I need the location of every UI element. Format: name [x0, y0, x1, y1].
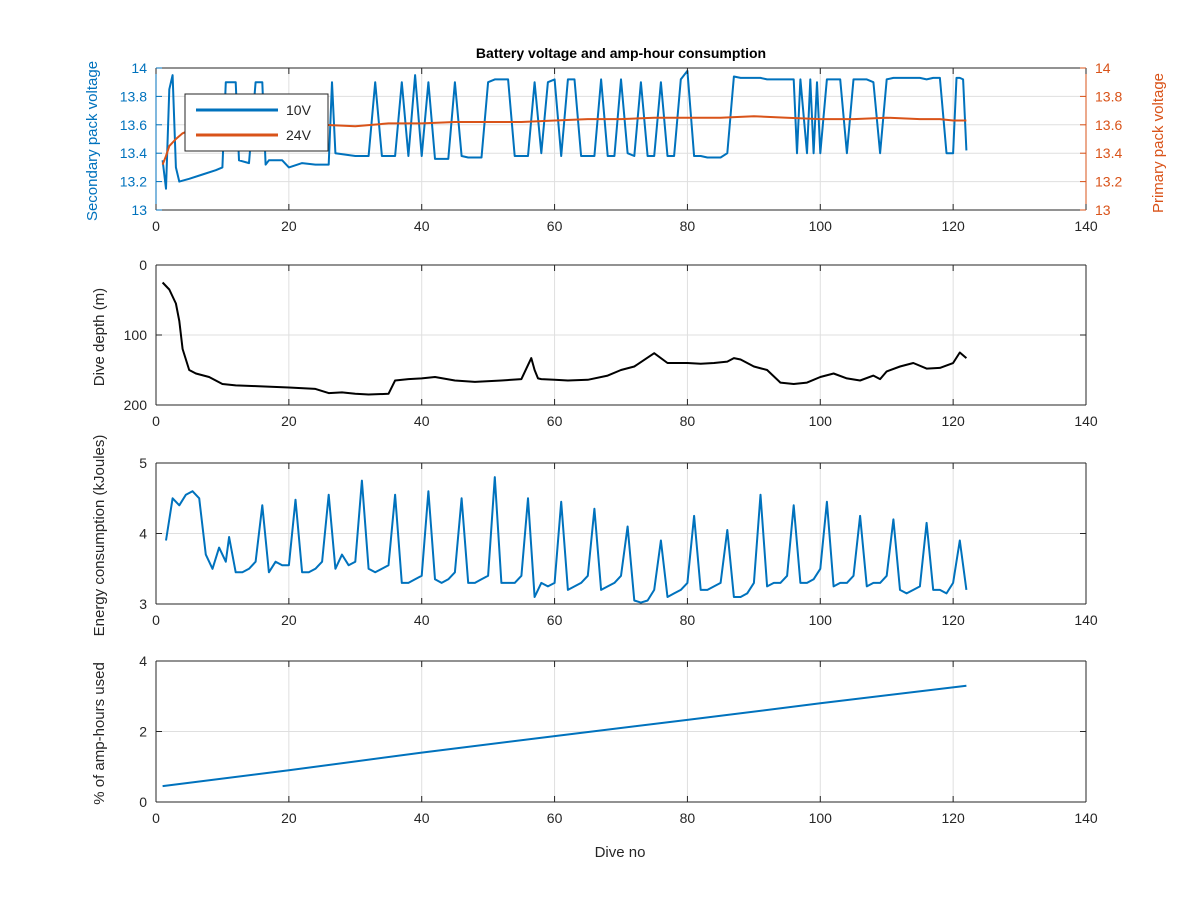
x-tick-label: 140 [1074, 218, 1098, 234]
x-tick-label: 120 [941, 218, 965, 234]
x-tick-label: 100 [809, 810, 833, 826]
x-tick-label: 120 [941, 612, 965, 628]
y-axis-label: Energy consumption (kJoules) [91, 435, 108, 637]
y-tick-label: 0 [139, 794, 147, 810]
y-tick-label: 4 [139, 526, 147, 542]
x-tick-label: 80 [680, 413, 696, 429]
subplot-2: 0 20 40 60 80 100 120 140 0 100 200 Dive depth (m) [91, 257, 1098, 429]
x-tick-label: 140 [1074, 810, 1098, 826]
x-tick-label: 0 [152, 413, 160, 429]
x-tick-label: 40 [414, 810, 430, 826]
x-tick-label: 60 [547, 413, 563, 429]
x-tick-label: 80 [680, 612, 696, 628]
x-tick-label: 140 [1074, 413, 1098, 429]
y-tick-label: 14 [131, 60, 147, 76]
x-tick-label: 0 [152, 218, 160, 234]
subplot-4: 0 20 40 60 80 100 120 140 0 2 4 % of amp-hours used… [91, 653, 1098, 861]
x-tick-label: 80 [680, 218, 696, 234]
legend: 10V 24V [184, 93, 329, 152]
x-tick-label: 100 [809, 413, 833, 429]
x-tick-label: 100 [809, 612, 833, 628]
y-tick-label: 13.2 [120, 174, 147, 190]
y-right-tick-label: 13 [1095, 202, 1111, 218]
series-line-1 [165, 476, 968, 604]
y-axis-label: % of amp-hours used [91, 662, 108, 805]
y-tick-label: 13.6 [120, 117, 147, 133]
y-tick-label: 13.4 [120, 145, 147, 161]
y-tick-label: 5 [139, 455, 147, 471]
x-tick-label: 120 [941, 413, 965, 429]
x-tick-label: 20 [281, 810, 297, 826]
y-tick-label: 0 [139, 257, 147, 273]
x-tick-label: 40 [414, 218, 430, 234]
x-tick-label: 80 [680, 810, 696, 826]
y-axis-label: Dive depth (m) [91, 288, 108, 386]
x-tick-label: 20 [281, 612, 297, 628]
x-tick-label: 120 [941, 810, 965, 826]
y-tick-label: 4 [139, 653, 147, 669]
y-tick-label: 13 [131, 202, 147, 218]
subplot-1: 0 20 40 60 80 100 120 1401313.213.413.613.81413… [84, 60, 1167, 234]
x-tick-label: 40 [414, 413, 430, 429]
y-tick-label: 3 [139, 596, 147, 612]
y-right-tick-label: 13.8 [1095, 88, 1122, 104]
x-tick-label: 20 [281, 218, 297, 234]
legend-label-24V: 24V [286, 127, 312, 143]
y-right-tick-label: 13.4 [1095, 145, 1122, 161]
x-tick-label: 100 [809, 218, 833, 234]
x-tick-label: 0 [152, 612, 160, 628]
series-line-1 [161, 281, 968, 396]
y-tick-label: 2 [139, 724, 147, 740]
x-tick-label: 20 [281, 413, 297, 429]
subplots: 0 20 40 60 80 100 120 1401313.213.413.613.81413… [84, 60, 1167, 861]
legend-box [184, 93, 329, 152]
x-tick-label: 0 [152, 810, 160, 826]
x-tick-label: 40 [414, 612, 430, 628]
y-tick-label: 200 [124, 397, 148, 413]
y-right-tick-label: 14 [1095, 60, 1111, 76]
x-tick-label: 60 [547, 612, 563, 628]
legend-label-10V: 10V [286, 102, 312, 118]
y-right-axis-label: Primary pack voltage [1150, 73, 1167, 213]
series-line-10V [161, 69, 968, 190]
x-tick-label: 60 [547, 218, 563, 234]
subplot-3: 0 20 40 60 80 100 120 140 3 4 5 Energy consumption … [91, 435, 1098, 637]
x-tick-label: 60 [547, 810, 563, 826]
x-axis-label: Dive no [595, 844, 646, 861]
y-right-tick-label: 13.6 [1095, 117, 1122, 133]
y-right-tick-label: 13.2 [1095, 174, 1122, 190]
y-tick-label: 13.8 [120, 88, 147, 104]
x-tick-label: 140 [1074, 612, 1098, 628]
y-axis-label: Secondary pack voltage [84, 61, 101, 221]
figure-title: Battery voltage and amp-hour consumption [476, 45, 766, 61]
series-line-1 [162, 684, 967, 788]
y-tick-label: 100 [124, 327, 148, 343]
